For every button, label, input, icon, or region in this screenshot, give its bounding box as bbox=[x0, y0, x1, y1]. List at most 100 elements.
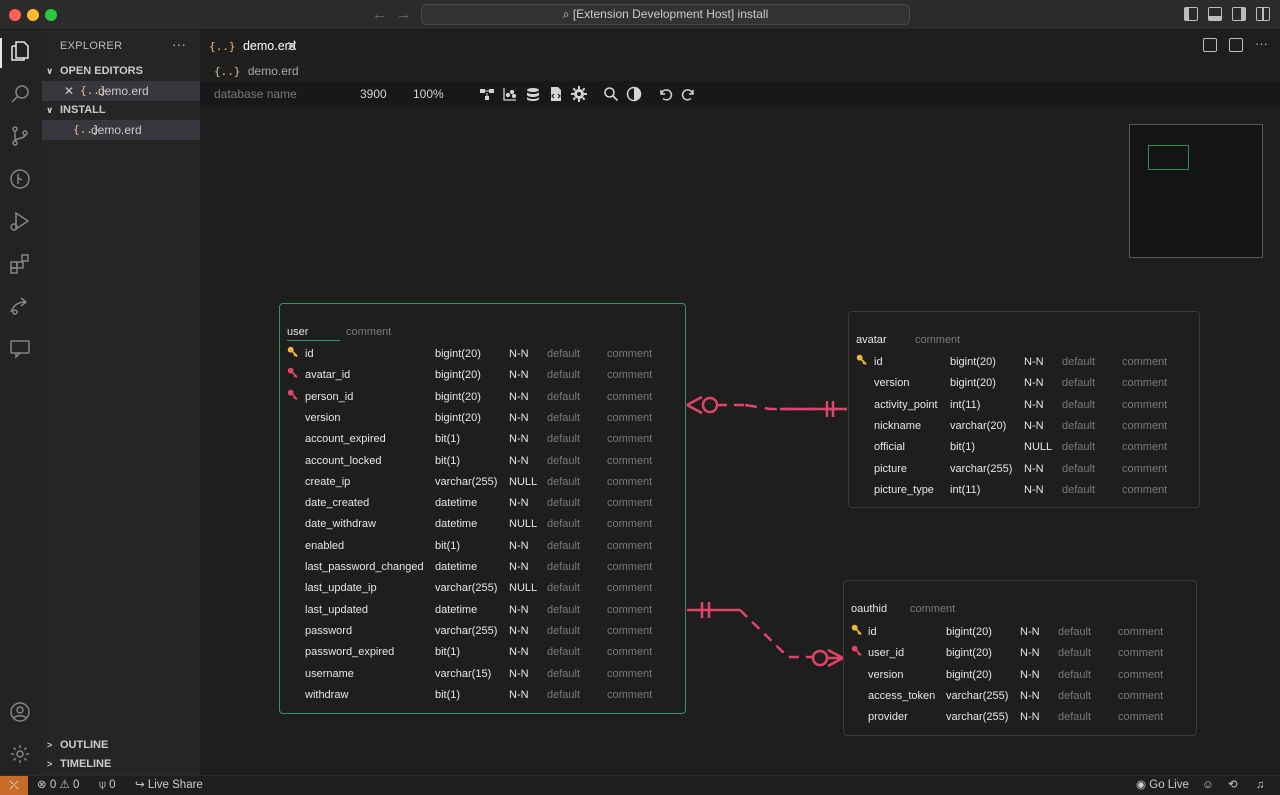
column-nullable[interactable]: N-N bbox=[509, 603, 529, 616]
maximize-window-button[interactable] bbox=[45, 9, 57, 21]
install-folder-section[interactable]: ∨ INSTALL bbox=[42, 101, 200, 120]
close-icon[interactable]: ✕ bbox=[64, 84, 75, 98]
column-name[interactable]: version bbox=[868, 668, 904, 681]
column-type[interactable]: bigint(20) bbox=[435, 411, 481, 424]
column-row[interactable]: provider varchar(255) N-N default comment bbox=[844, 707, 1196, 728]
settings-gear-icon[interactable] bbox=[571, 86, 587, 102]
export-code-icon[interactable] bbox=[548, 86, 564, 102]
column-default[interactable]: default bbox=[547, 561, 581, 573]
column-name[interactable]: person_id bbox=[305, 390, 354, 403]
database-icon[interactable] bbox=[525, 86, 541, 102]
toggle-primary-sidebar-icon[interactable] bbox=[1184, 7, 1198, 21]
column-row[interactable]: id bigint(20) N-N default comment bbox=[849, 352, 1199, 373]
column-comment[interactable]: comment bbox=[607, 539, 653, 552]
column-row[interactable]: version bigint(20) N-N default comment bbox=[849, 373, 1199, 394]
column-default[interactable]: default bbox=[1058, 711, 1092, 724]
run-debug-icon[interactable] bbox=[8, 209, 32, 233]
find-icon[interactable] bbox=[603, 86, 619, 102]
column-name[interactable]: provider bbox=[868, 711, 908, 724]
column-comment[interactable]: comment bbox=[607, 348, 653, 360]
column-type[interactable]: bit(1) bbox=[435, 688, 461, 701]
extensions-icon[interactable] bbox=[8, 252, 32, 276]
toggle-secondary-sidebar-icon[interactable] bbox=[1232, 7, 1246, 21]
column-default[interactable]: default bbox=[1062, 398, 1096, 411]
open-editors-section[interactable]: ∨ OPEN EDITORS bbox=[42, 62, 200, 81]
column-row[interactable]: person_id bigint(20) N-N default comment bbox=[280, 387, 685, 408]
column-default[interactable]: default bbox=[547, 582, 581, 595]
column-default[interactable]: default bbox=[1062, 356, 1096, 368]
back-arrow-icon[interactable]: ← bbox=[372, 6, 387, 23]
column-row[interactable]: version bigint(20) N-N default comment bbox=[844, 665, 1196, 686]
table-name[interactable]: avatar bbox=[856, 334, 887, 346]
column-comment[interactable]: comment bbox=[607, 561, 653, 573]
table-comment[interactable]: comment bbox=[910, 603, 956, 615]
column-row[interactable]: password varchar(255) N-N default comment bbox=[280, 621, 685, 642]
column-nullable[interactable]: N-N bbox=[509, 454, 529, 467]
redo-icon[interactable] bbox=[681, 86, 697, 102]
column-comment[interactable]: comment bbox=[607, 411, 653, 424]
column-comment[interactable]: comment bbox=[607, 475, 653, 488]
column-type[interactable]: int(11) bbox=[950, 398, 981, 411]
file-tree-item[interactable]: {..} demo.erd bbox=[42, 120, 200, 140]
column-row[interactable]: last_password_changed datetime N-N default c… bbox=[280, 557, 685, 578]
column-name[interactable]: version bbox=[874, 377, 910, 390]
outline-section[interactable]: > OUTLINE bbox=[42, 736, 200, 755]
table-oauthid[interactable]: oauthid comment id bigint(20) N-N default com… bbox=[843, 580, 1197, 736]
column-name[interactable]: account_locked bbox=[305, 454, 382, 467]
column-comment[interactable]: comment bbox=[1118, 647, 1164, 660]
column-nullable[interactable]: N-N bbox=[1024, 462, 1044, 475]
column-name[interactable]: avatar_id bbox=[305, 369, 351, 382]
column-name[interactable]: activity_point bbox=[874, 398, 938, 411]
column-nullable[interactable]: N-N bbox=[509, 348, 529, 360]
ports-indicator[interactable]: ⍦ 0 bbox=[99, 776, 116, 794]
column-comment[interactable]: comment bbox=[1118, 711, 1164, 724]
table-comment[interactable]: comment bbox=[915, 334, 961, 346]
column-default[interactable]: default bbox=[547, 603, 581, 616]
live-share-icon[interactable] bbox=[8, 294, 32, 318]
column-name[interactable]: create_ip bbox=[305, 475, 351, 488]
column-comment[interactable]: comment bbox=[1122, 441, 1168, 454]
column-row[interactable]: last_updated datetime N-N default comment bbox=[280, 600, 685, 621]
open-changes-icon[interactable] bbox=[1203, 38, 1217, 52]
column-type[interactable]: datetime bbox=[435, 603, 478, 616]
split-editor-icon[interactable] bbox=[1229, 38, 1243, 52]
column-type[interactable]: varchar(255) bbox=[950, 462, 1013, 475]
toggle-panel-icon[interactable] bbox=[1208, 7, 1222, 21]
column-row[interactable]: id bigint(20) N-N default comment bbox=[844, 622, 1196, 643]
table-avatar[interactable]: avatar comment id bigint(20) N-N default comm… bbox=[848, 311, 1200, 508]
column-name[interactable]: enabled bbox=[305, 539, 345, 552]
column-type[interactable]: bit(1) bbox=[435, 539, 461, 552]
history-icon[interactable]: ⟲ bbox=[1228, 779, 1238, 791]
column-type[interactable]: bigint(20) bbox=[946, 626, 992, 638]
column-nullable[interactable]: N-N bbox=[1020, 626, 1040, 638]
column-type[interactable]: varchar(255) bbox=[435, 475, 498, 488]
timeline-section[interactable]: > TIMELINE bbox=[42, 755, 200, 774]
column-default[interactable]: default bbox=[547, 433, 581, 446]
column-type[interactable]: bigint(20) bbox=[946, 668, 992, 681]
column-row[interactable]: id bigint(20) N-N default comment bbox=[280, 344, 685, 365]
column-row[interactable]: date_withdraw datetime NULL default comment bbox=[280, 514, 685, 535]
column-name[interactable]: username bbox=[305, 667, 354, 680]
problems-indicator[interactable]: ⊗ 0 ⚠ 0 bbox=[37, 776, 79, 794]
remote-indicator-icon[interactable]: ⤫ bbox=[0, 776, 28, 795]
column-nullable[interactable]: N-N bbox=[509, 667, 529, 680]
column-default[interactable]: default bbox=[1058, 689, 1092, 702]
column-type[interactable]: bigint(20) bbox=[435, 369, 481, 382]
column-nullable[interactable]: N-N bbox=[1024, 377, 1044, 390]
close-icon[interactable]: ✕ bbox=[286, 38, 298, 54]
column-nullable[interactable]: N-N bbox=[509, 539, 529, 552]
column-comment[interactable]: comment bbox=[607, 667, 653, 680]
column-nullable[interactable]: N-N bbox=[1020, 711, 1040, 724]
comments-icon[interactable] bbox=[8, 337, 32, 361]
column-row[interactable]: version bigint(20) N-N default comment bbox=[280, 408, 685, 429]
command-center[interactable]: ⌕ [Extension Development Host] install bbox=[421, 4, 910, 25]
column-comment[interactable]: comment bbox=[1122, 398, 1168, 411]
column-comment[interactable]: comment bbox=[1122, 483, 1168, 496]
column-default[interactable]: default bbox=[547, 646, 581, 659]
live-share-button[interactable]: ↪ Live Share bbox=[135, 776, 203, 794]
column-row[interactable]: password_expired bit(1) N-N default comment bbox=[280, 642, 685, 663]
column-nullable[interactable]: N-N bbox=[509, 433, 529, 446]
column-type[interactable]: varchar(255) bbox=[435, 582, 498, 595]
automatic-layout-icon[interactable] bbox=[502, 86, 518, 102]
column-type[interactable]: bit(1) bbox=[435, 646, 461, 659]
